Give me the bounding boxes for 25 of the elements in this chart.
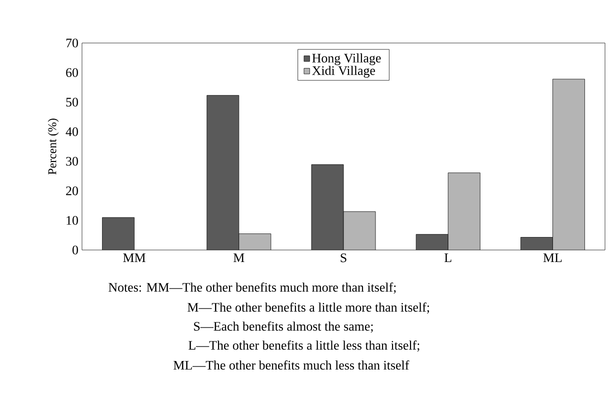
legend-label: Xidi Village <box>312 66 376 78</box>
text: S—Each benefits almost the same; <box>194 321 373 333</box>
y-tick-label: 70 <box>66 38 78 48</box>
y-tick-label: 10 <box>66 216 78 225</box>
x-tick-label: ML <box>543 254 562 262</box>
y-tick-label: 60 <box>66 68 78 77</box>
text: M—The other benefits a little more than itself; <box>188 302 430 314</box>
text: L—The other benefits a little less than itself; <box>188 340 420 352</box>
bar <box>343 211 376 250</box>
bar <box>552 78 585 250</box>
text: Notes: MM—The other benefits much more than itself; <box>108 282 396 294</box>
y-tick-label: 50 <box>66 98 78 107</box>
legend-label: Hong Village <box>312 53 381 66</box>
y-tick-label: 30 <box>66 156 78 166</box>
bar <box>238 234 272 250</box>
x-tick-label: L <box>444 254 452 262</box>
text: ML—The other benefits much less than itself <box>174 360 410 370</box>
y-tick-label: 0 <box>72 246 78 254</box>
x-tick-label: MM <box>123 254 146 262</box>
bar <box>448 172 480 250</box>
x-tick-label: S <box>340 254 346 262</box>
x-tick-label: M <box>234 254 244 262</box>
y-tick-label: 40 <box>66 127 78 136</box>
y-tick-label: 20 <box>66 186 78 196</box>
y-axis-title: Percent (%) <box>48 118 59 175</box>
